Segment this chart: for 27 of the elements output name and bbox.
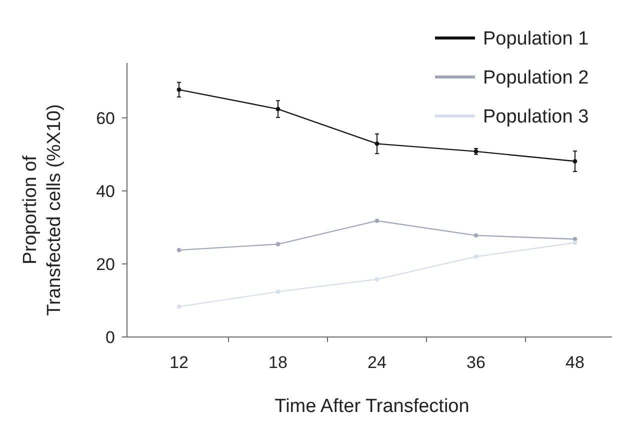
point [276,290,280,294]
y-tick-label: 0 [106,328,115,347]
point [276,106,280,112]
point [474,254,478,259]
point [474,233,478,238]
point [374,142,380,146]
legend-label: Population 2 [483,68,589,89]
legend-label: Population 1 [483,28,589,50]
x-tick-label: 12 [170,353,188,372]
y-tick-label: 40 [96,182,115,201]
y-tick-label: 60 [96,108,115,128]
y-axis-title: Proportion of Transfected cells (%X10) [20,104,65,316]
y-tick-label: 20 [96,254,115,274]
point [176,87,182,92]
x-tick-label: 24 [368,353,386,372]
x-tick-label: 18 [268,353,288,372]
point [374,218,380,224]
x-tick-label: 36 [466,353,486,372]
x-tick-label: 48 [566,353,584,372]
point [374,277,380,282]
legend-label: Population 3 [483,106,589,128]
point [176,248,182,252]
point [276,242,280,246]
point [176,304,182,309]
point [572,240,578,245]
x-axis-title: Time After Transfection [274,396,470,417]
point [572,159,578,164]
